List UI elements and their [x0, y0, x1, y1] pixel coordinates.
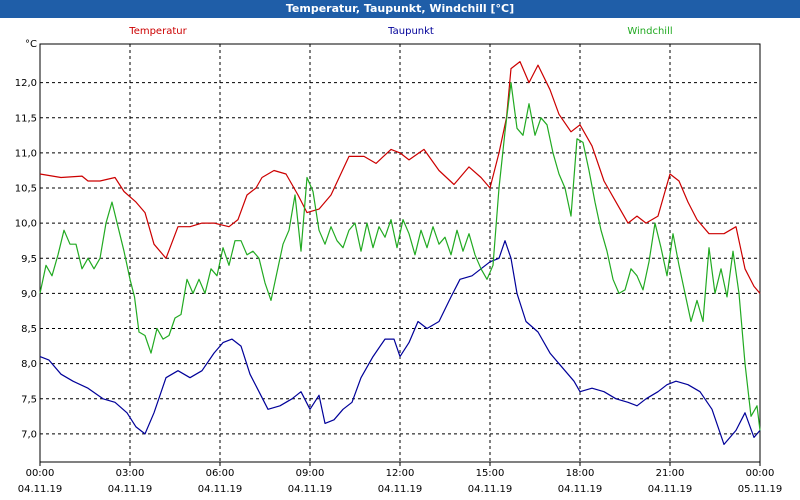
x-tick-date: 05.11.19 — [738, 484, 783, 495]
window-title: Temperatur, Taupunkt, Windchill [°C] — [0, 0, 800, 18]
y-tick-label: 7,0 — [21, 429, 37, 440]
x-tick-time: 18:00 — [566, 468, 595, 479]
y-tick-label: 8,5 — [21, 324, 37, 335]
legend-entry-temperatur: Temperatur — [128, 26, 187, 37]
legend-entry-taupunkt: Taupunkt — [387, 26, 434, 37]
y-tick-label: 9,0 — [21, 289, 37, 300]
x-tick-time: 12:00 — [386, 468, 415, 479]
axis-labels: 7,0 7,5 8,0 8,5 9,0 9,5 10,0 10,5 11,0 11,5 12,0 °C… — [15, 39, 783, 495]
y-tick-label: 8,0 — [21, 359, 37, 370]
legend: Temperatur Taupunkt Windchill — [128, 26, 672, 37]
y-tick-label: 9,5 — [21, 254, 37, 265]
series-line-temperatur — [39, 60, 761, 294]
x-tick-date: 04.11.19 — [288, 484, 333, 495]
x-tick-time: 00:00 — [746, 468, 775, 479]
y-tick-label: 12,0 — [15, 78, 37, 89]
y-tick-label: 11,5 — [15, 113, 37, 124]
grid — [40, 44, 760, 462]
legend-entry-windchill: Windchill — [627, 26, 672, 37]
y-tick-label: 10,5 — [15, 184, 37, 195]
series-line-windchill — [39, 81, 761, 431]
x-tick-time: 15:00 — [476, 468, 505, 479]
line-chart: 7,0 7,5 8,0 8,5 9,0 9,5 10,0 10,5 11,0 11,5 12,0 °C… — [15, 26, 783, 495]
x-tick-date: 04.11.19 — [198, 484, 243, 495]
x-tick-date: 04.11.19 — [468, 484, 513, 495]
x-tick-time: 09:00 — [296, 468, 325, 479]
x-tick-time: 21:00 — [656, 468, 685, 479]
y-tick-label: 11,0 — [15, 148, 37, 159]
x-tick-time: 00:00 — [26, 468, 55, 479]
y-tick-label: 7,5 — [21, 394, 37, 405]
x-tick-date: 04.11.19 — [378, 484, 423, 495]
x-tick-date: 04.11.19 — [18, 484, 63, 495]
y-tick-label: 10,0 — [15, 219, 37, 230]
y-axis-unit: °C — [25, 39, 37, 50]
x-tick-time: 03:00 — [116, 468, 145, 479]
x-tick-date: 04.11.19 — [558, 484, 603, 495]
x-tick-date: 04.11.19 — [648, 484, 693, 495]
x-tick-time: 06:00 — [206, 468, 235, 479]
x-tick-date: 04.11.19 — [108, 484, 153, 495]
series-line-taupunkt — [39, 240, 761, 445]
series-layer — [39, 60, 761, 445]
